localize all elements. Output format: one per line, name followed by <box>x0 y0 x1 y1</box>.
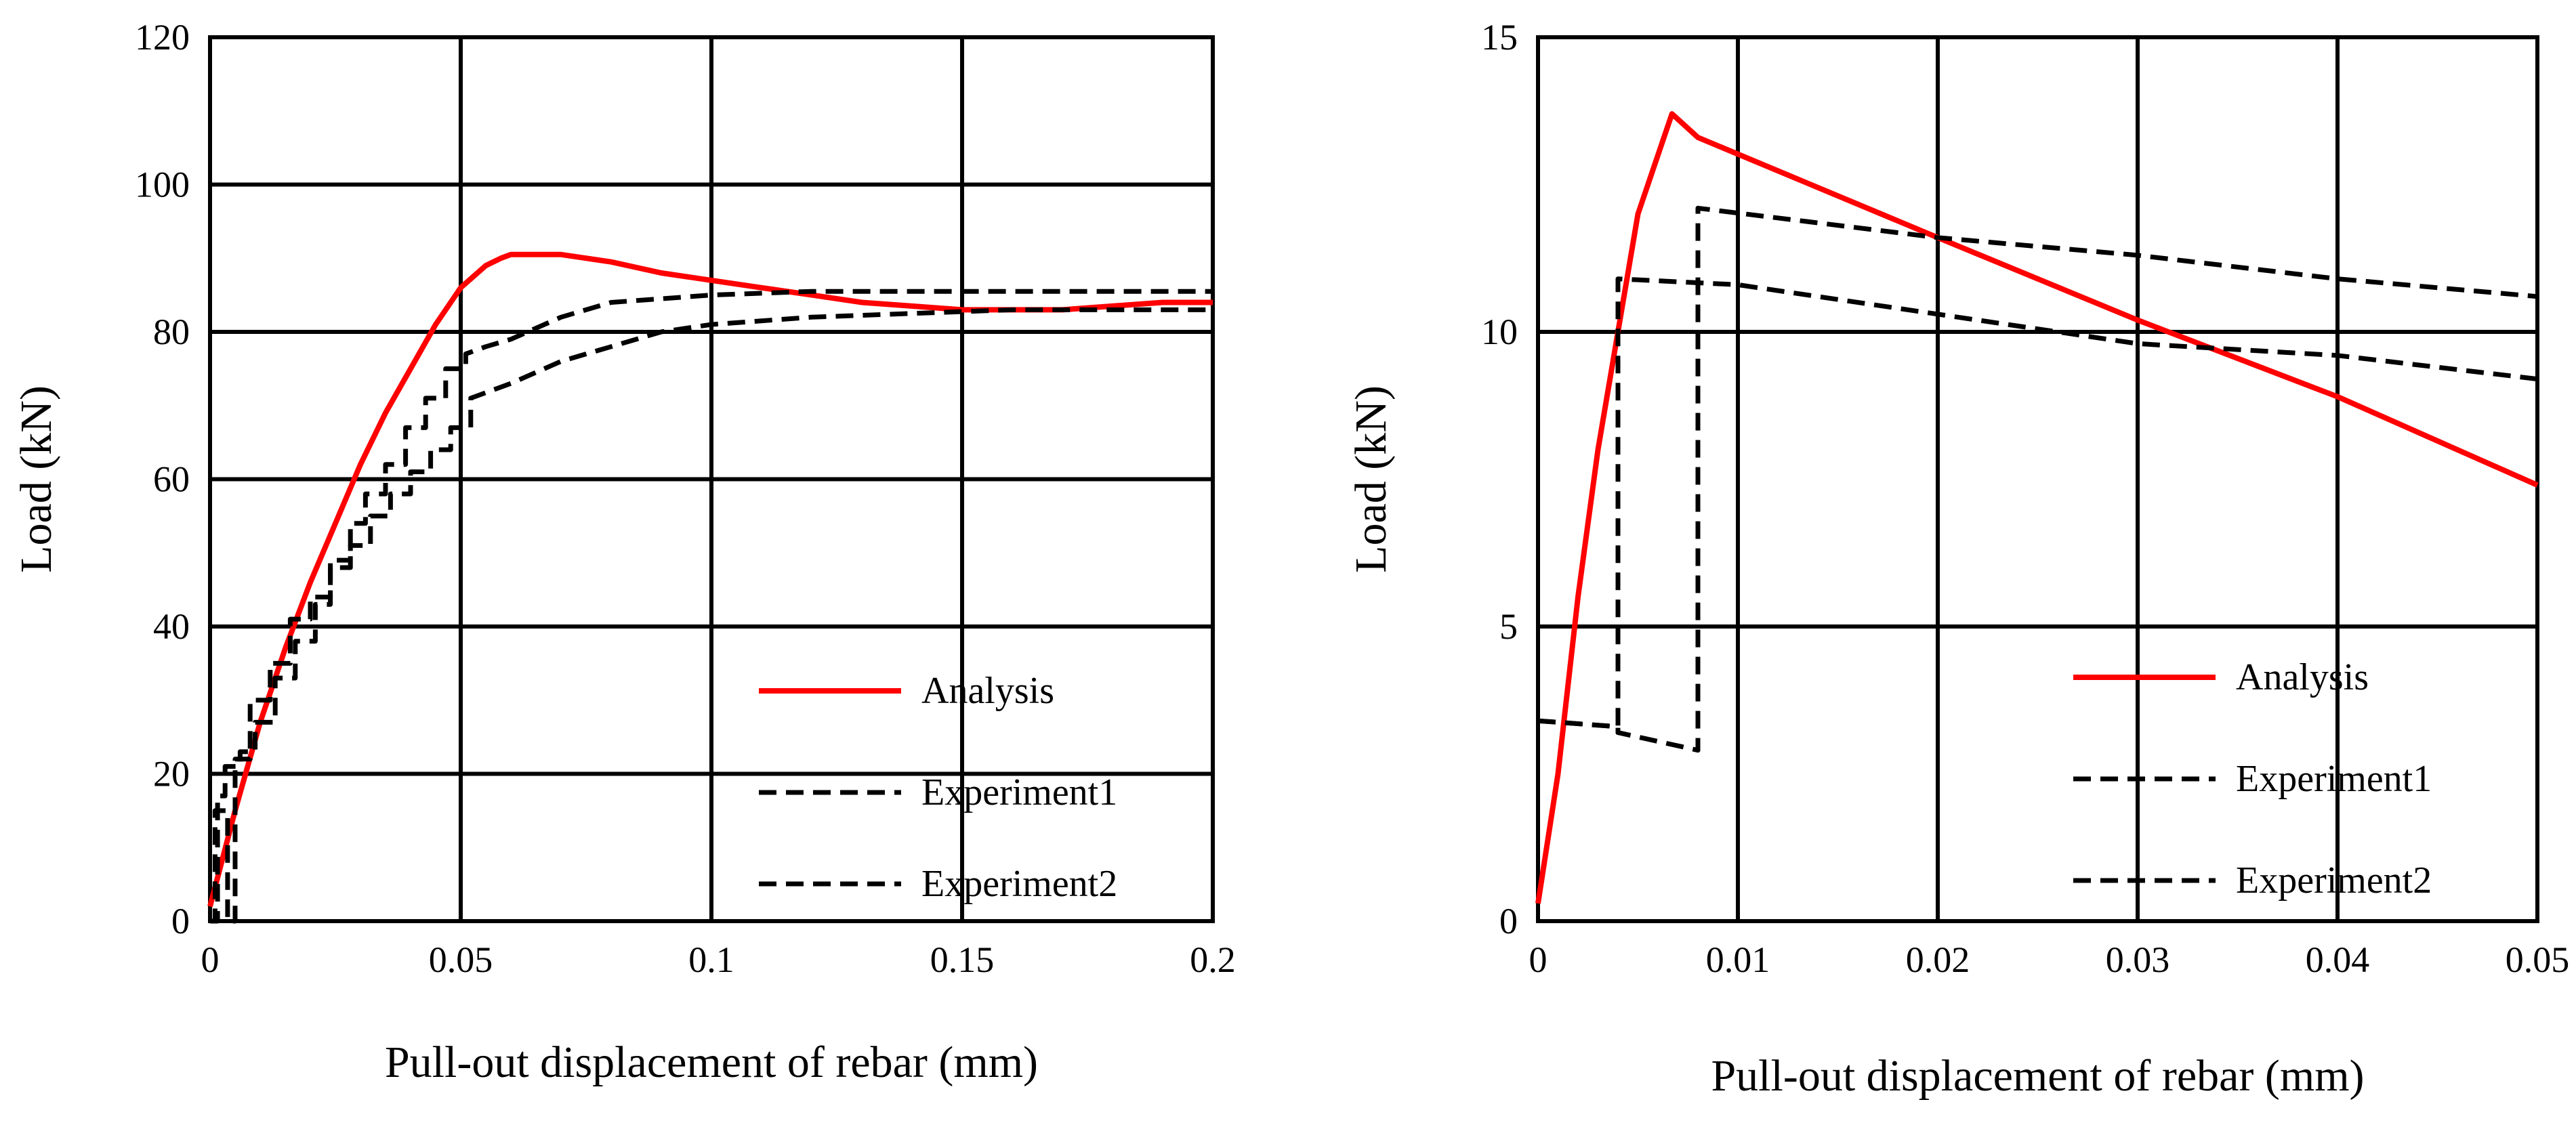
x-tick-label: 0.04 <box>2306 939 2370 980</box>
x-tick-label: 0.1 <box>688 939 734 980</box>
series-line-experiment2 <box>1537 276 2538 729</box>
y-tick-label: 5 <box>1499 606 1518 647</box>
x-tick-label: 0 <box>201 939 220 980</box>
legend-label-analysis: Analysis <box>921 670 1054 712</box>
x-tick-label: 0.15 <box>930 939 995 980</box>
x-tick-label: 0.02 <box>1906 939 1970 980</box>
legend-label-experiment2: Experiment2 <box>2236 859 2432 901</box>
y-tick-label: 100 <box>135 165 190 205</box>
series-line-analysis <box>1535 111 2539 904</box>
plot-area-frame <box>1536 35 2539 923</box>
legend-label-experiment2: Experiment2 <box>921 863 1117 905</box>
y-tick-label: 10 <box>1481 312 1518 352</box>
y-axis-title: Load (kN) <box>1346 385 1396 573</box>
y-tick-label: 0 <box>171 901 190 941</box>
x-axis-title: Pull-out displacement of rebar (mm) <box>1711 1051 2364 1101</box>
legend-label-experiment1: Experiment1 <box>921 771 1117 813</box>
y-axis-title: Load (kN) <box>12 385 61 573</box>
x-tick-label: 0.2 <box>1190 939 1236 980</box>
legend-label-analysis: Analysis <box>2236 656 2369 698</box>
y-tick-label: 15 <box>1481 17 1518 58</box>
x-tick-label: 0.05 <box>429 939 493 980</box>
y-tick-label: 120 <box>135 17 190 58</box>
x-tick-label: 0.03 <box>2106 939 2170 980</box>
series-line-experiment1 <box>1537 205 2538 753</box>
y-tick-label: 20 <box>153 754 190 794</box>
series-line-experiment2 <box>210 307 1213 924</box>
plot-area-frame <box>208 35 1215 923</box>
y-tick-label: 40 <box>153 606 190 647</box>
x-tick-label: 0.05 <box>2506 939 2570 980</box>
y-tick-label: 60 <box>153 459 190 500</box>
x-tick-label: 0.01 <box>1706 939 1770 980</box>
x-tick-label: 0 <box>1529 939 1547 980</box>
y-tick-label: 80 <box>153 312 190 352</box>
series-line-experiment1 <box>210 289 1213 924</box>
legend-label-experiment1: Experiment1 <box>2236 758 2432 800</box>
y-tick-label: 0 <box>1499 901 1518 941</box>
right-chart: 0 0.01 0.02 0.03 0.04 0.05 0 5 10 15 Pull-out disp… <box>1346 17 2569 1101</box>
left-chart: 0 0.05 0.1 0.15 0.2 0 20 40 60 80 100 120 Pull-out d… <box>12 17 1236 1087</box>
x-axis-title: Pull-out displacement of rebar (mm) <box>385 1038 1038 1087</box>
